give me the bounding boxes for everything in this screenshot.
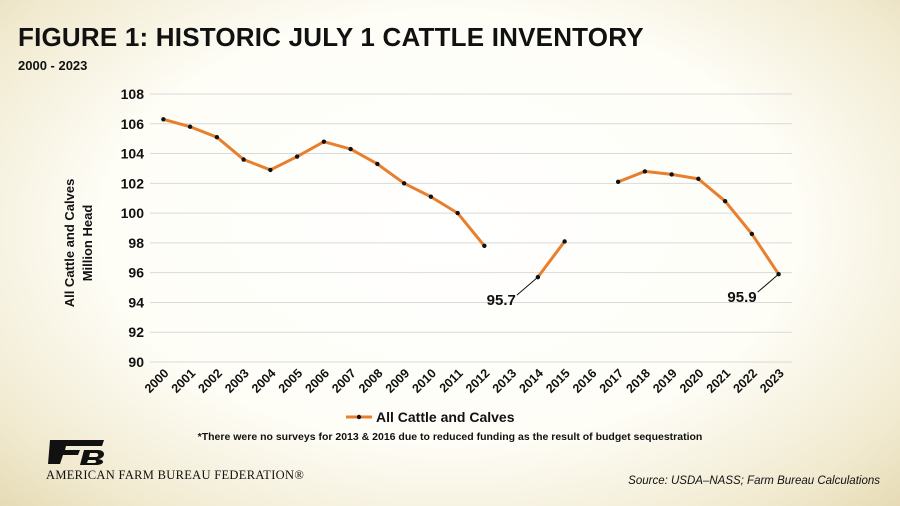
x-tick-label: 2018 [623, 366, 653, 396]
data-point [321, 139, 327, 144]
data-point [268, 167, 273, 173]
series-line-segment [162, 117, 486, 247]
data-point [401, 181, 407, 186]
legend-label: All Cattle and Calves [376, 409, 515, 425]
x-tick-label: 2011 [437, 366, 466, 395]
y-tick-label: 92 [128, 324, 144, 340]
y-tick-label: 100 [121, 205, 145, 221]
x-tick-label: 2008 [356, 366, 386, 396]
y-tick-label: 104 [121, 146, 145, 162]
annotation-leader [516, 276, 539, 296]
y-tick-label: 96 [128, 265, 144, 281]
legend: All Cattle and Calves [346, 409, 515, 425]
chart-title: FIGURE 1: HISTORIC JULY 1 CATTLE INVENTO… [18, 22, 644, 52]
data-point [214, 134, 220, 140]
x-tick-label: 2017 [597, 366, 627, 396]
x-tick-label: 2000 [142, 366, 172, 396]
series-line-segment [536, 240, 566, 279]
x-tick-label: 2002 [195, 366, 225, 396]
annotation-label: 95.9 [727, 289, 756, 306]
annotations: 95.7 95.9 [487, 273, 779, 309]
y-axis-label-line-2: Million Head [80, 205, 95, 282]
y-tick-label: 102 [121, 175, 145, 191]
gridlines [150, 93, 792, 363]
data-point [348, 146, 353, 152]
series-markers [161, 117, 781, 280]
source-note: Source: USDA–NASS; Farm Bureau Calculati… [628, 475, 880, 487]
y-tick-label: 94 [128, 294, 144, 310]
data-point [187, 124, 193, 129]
x-tick-label: 2016 [570, 366, 600, 396]
y-tick-label: 98 [128, 235, 144, 251]
y-tick-label: 108 [121, 86, 145, 102]
x-tick-label: 2019 [650, 366, 680, 396]
y-axis-ticks: 90 92 94 96 98 100 102 104 106 108 [121, 86, 145, 370]
data-point [669, 172, 674, 177]
x-axis-ticks: 2000200120022003200420052006200720082009… [142, 366, 787, 396]
series-lines [162, 117, 780, 279]
x-tick-label: 2004 [249, 366, 279, 396]
data-point [696, 176, 701, 182]
x-tick-label: 2012 [463, 366, 493, 396]
y-axis-label-line-1: All Cattle and Calves [62, 179, 77, 308]
farm-bureau-logo-icon [48, 440, 104, 465]
annotation-leader [757, 273, 779, 293]
organization-name: AMERICAN FARM BUREAU FEDERATION® [46, 468, 305, 482]
legend-marker-swatch [356, 414, 362, 420]
series-line-segment [617, 169, 780, 275]
data-point [455, 210, 460, 216]
x-tick-label: 2010 [409, 366, 439, 396]
x-tick-label: 2022 [730, 366, 760, 396]
x-tick-label: 2023 [757, 366, 787, 396]
x-tick-label: 2020 [677, 366, 707, 396]
data-point [615, 179, 621, 185]
x-tick-label: 2014 [516, 366, 546, 396]
x-tick-label: 2007 [329, 366, 359, 396]
x-tick-label: 2015 [543, 366, 573, 396]
x-tick-label: 2009 [383, 366, 413, 396]
x-tick-label: 2021 [704, 366, 734, 396]
data-point [722, 199, 728, 204]
footnote: *There were no surveys for 2013 & 2016 d… [197, 431, 703, 443]
y-tick-label: 106 [121, 116, 145, 132]
data-point [749, 231, 755, 237]
x-tick-label: 2013 [490, 366, 520, 396]
data-point [428, 194, 434, 199]
data-point [642, 169, 648, 174]
data-point [241, 157, 246, 162]
data-point [482, 243, 487, 249]
x-tick-label: 2006 [302, 366, 332, 396]
data-point [294, 154, 300, 159]
data-point [161, 117, 166, 122]
y-tick-label: 90 [128, 354, 144, 370]
annotation-label: 95.7 [487, 292, 516, 309]
chart-subtitle: 2000 - 2023 [18, 58, 88, 73]
x-tick-label: 2001 [169, 366, 199, 396]
data-point [375, 161, 380, 167]
x-tick-label: 2003 [222, 366, 252, 396]
x-tick-label: 2005 [276, 366, 306, 396]
data-point [562, 239, 567, 244]
